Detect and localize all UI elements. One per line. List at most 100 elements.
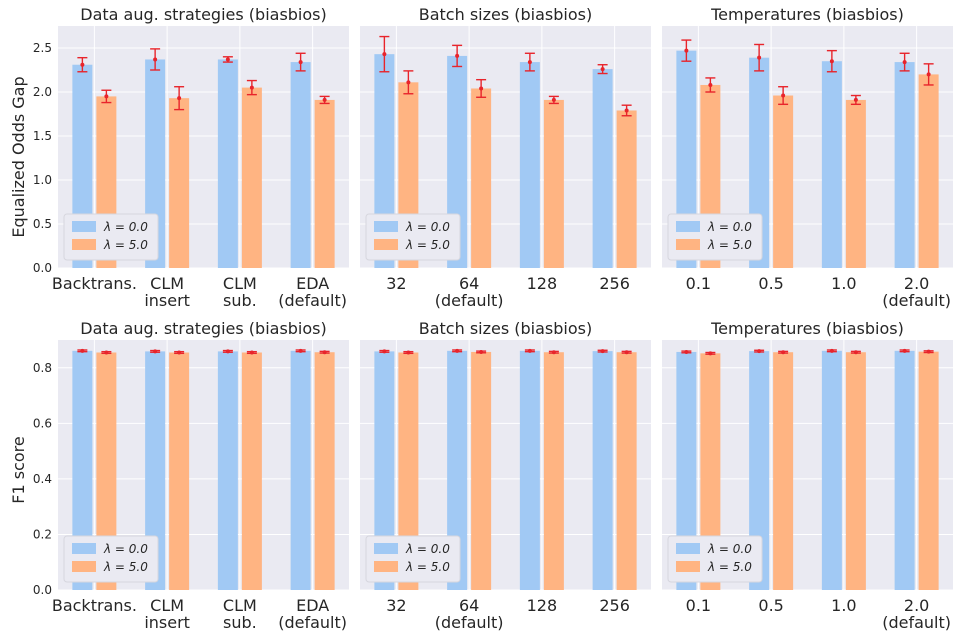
mean-marker xyxy=(551,350,556,355)
mean-marker xyxy=(624,108,629,113)
x-tick-label: 0.1 xyxy=(686,274,711,293)
x-tick-label: 0.5 xyxy=(758,274,783,293)
mean-marker xyxy=(902,348,907,353)
x-tick-label: 64 (default) xyxy=(435,596,504,632)
legend: λ = 0.0 λ = 5.0 xyxy=(63,535,159,583)
mean-marker xyxy=(153,349,158,354)
mean-marker xyxy=(781,93,786,98)
x-tick-label: CLM sub. xyxy=(223,274,257,310)
legend-swatch xyxy=(374,561,398,572)
mean-marker xyxy=(225,349,230,354)
mean-marker xyxy=(708,351,713,356)
x-tick-label: EDA (default) xyxy=(278,274,347,310)
legend-swatch xyxy=(374,239,398,250)
mean-marker xyxy=(479,349,484,354)
bar-lambda5 xyxy=(314,352,335,590)
bar-lambda5 xyxy=(241,87,262,268)
mean-marker xyxy=(298,348,303,353)
x-tick-label: 32 xyxy=(386,596,406,615)
y-tick-label: 0.4 xyxy=(33,472,52,486)
bar-lambda0 xyxy=(519,350,540,590)
legend: λ = 0.0 λ = 5.0 xyxy=(667,213,763,261)
legend-label: λ = 0.0 xyxy=(405,220,450,234)
x-tick-label: CLM insert xyxy=(144,596,190,632)
x-tick-label: 0.5 xyxy=(758,596,783,615)
mean-marker xyxy=(551,97,556,102)
bar-lambda0 xyxy=(290,62,311,268)
x-tick-label: 1.0 xyxy=(831,596,856,615)
mean-marker xyxy=(177,350,182,355)
x-tick-label: EDA (default) xyxy=(278,596,347,632)
mean-marker xyxy=(926,72,931,77)
mean-marker xyxy=(406,80,411,85)
y-tick-label: 0.2 xyxy=(33,527,52,541)
legend-swatch xyxy=(374,221,398,232)
mean-marker xyxy=(177,96,182,101)
bar-lambda0 xyxy=(821,350,842,590)
mean-marker xyxy=(757,55,762,60)
bar-lambda5 xyxy=(471,351,492,590)
bar-lambda0 xyxy=(894,350,915,590)
mean-marker xyxy=(684,349,689,354)
ylabel-row-1: F1 score xyxy=(9,436,28,503)
x-tick-label: 256 xyxy=(599,274,630,293)
panel-r1-c2: Temperatures (biasbios) 0.1 0.5 1.0 2.0 (defa… xyxy=(662,319,953,632)
panel-title: Data aug. strategies (biasbios) xyxy=(80,319,327,338)
legend: λ = 0.0 λ = 5.0 xyxy=(365,535,461,583)
y-tick-label: 1.5 xyxy=(33,129,52,143)
bar-lambda0 xyxy=(894,62,915,268)
mean-marker xyxy=(225,57,230,62)
mean-marker xyxy=(406,350,411,355)
bar-lambda5 xyxy=(700,353,721,590)
x-tick-label: 2.0 (default) xyxy=(882,596,951,632)
x-tick-label: 128 xyxy=(527,596,558,615)
legend-label: λ = 0.0 xyxy=(103,542,148,556)
bar-lambda5 xyxy=(169,352,190,590)
legend-swatch xyxy=(72,239,96,250)
legend-label: λ = 5.0 xyxy=(103,560,148,574)
bar-lambda5 xyxy=(314,99,335,268)
x-tick-label: Backtrans. xyxy=(52,596,137,615)
y-tick-label: 2.0 xyxy=(33,85,52,99)
mean-marker xyxy=(902,60,907,65)
mean-marker xyxy=(684,48,689,53)
y-tick-label: 0.0 xyxy=(33,583,52,597)
bar-lambda0 xyxy=(290,350,311,590)
mean-marker xyxy=(829,59,834,64)
mean-marker xyxy=(104,350,109,355)
y-tick-label: 0.0 xyxy=(33,261,52,275)
y-tick-label: 0.6 xyxy=(33,416,52,430)
panel-r0-c1: Batch sizes (biasbios) 32 64 (default) 128 25… xyxy=(360,5,651,310)
x-tick-label: CLM sub. xyxy=(223,596,257,632)
bar-lambda5 xyxy=(616,110,637,268)
panels: 0.0 0.5 1.0 1.5 2.0 2.5 Data aug. strategies (… xyxy=(33,5,953,632)
x-tick-label: 1.0 xyxy=(831,274,856,293)
mean-marker xyxy=(527,348,532,353)
mean-marker xyxy=(322,97,327,102)
legend-swatch xyxy=(676,561,700,572)
panel-title: Temperatures (biasbios) xyxy=(710,319,904,338)
panel-title: Batch sizes (biasbios) xyxy=(419,319,592,338)
y-tick-label: 0.8 xyxy=(33,361,52,375)
x-tick-label: 32 xyxy=(386,274,406,293)
bar-lambda5 xyxy=(918,351,939,590)
panel-title: Temperatures (biasbios) xyxy=(710,5,904,24)
mean-marker xyxy=(781,350,786,355)
mean-marker xyxy=(322,350,327,355)
bar-lambda5 xyxy=(543,352,564,590)
mean-marker xyxy=(249,85,254,90)
y-tick-label: 0.5 xyxy=(33,217,52,231)
mean-marker xyxy=(479,86,484,91)
legend-label: λ = 5.0 xyxy=(103,238,148,252)
mean-marker xyxy=(624,350,629,355)
x-tick-label: CLM insert xyxy=(144,274,190,310)
x-tick-label: 2.0 (default) xyxy=(882,274,951,310)
legend-label: λ = 0.0 xyxy=(103,220,148,234)
bar-lambda0 xyxy=(447,350,468,590)
bar-lambda0 xyxy=(217,351,238,590)
mean-marker xyxy=(853,350,858,355)
mean-marker xyxy=(153,57,158,62)
mean-marker xyxy=(382,52,387,57)
legend-label: λ = 0.0 xyxy=(707,542,752,556)
bar-lambda5 xyxy=(398,352,419,590)
